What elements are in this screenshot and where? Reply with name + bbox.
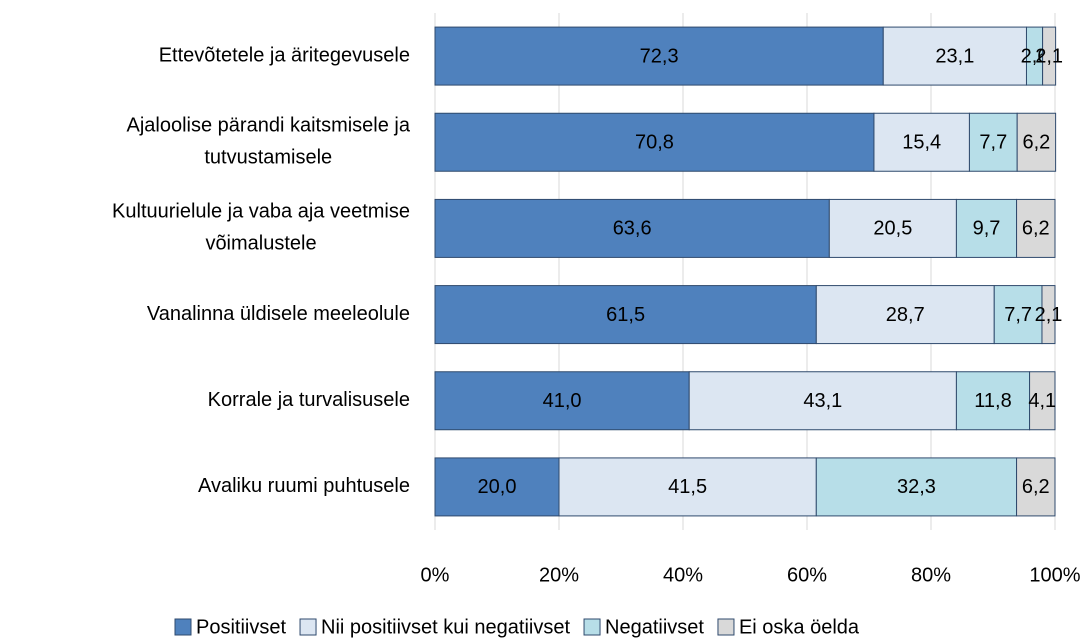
value-label: 32,3 <box>897 476 936 498</box>
category-label: Kultuurielule ja vaba aja veetmise võimal… <box>112 201 410 255</box>
bar-segment <box>955 198 1018 258</box>
x-tick-label: 20% <box>539 564 579 586</box>
value-label: 41,5 <box>668 476 707 498</box>
value-label: 23,1 <box>935 45 974 67</box>
category-label-line: Avaliku ruumi puhtusele <box>198 475 410 497</box>
bar-segment <box>993 285 1043 345</box>
value-label: 63,6 <box>613 218 652 240</box>
category-label: Korrale ja turvalisusele <box>208 389 410 411</box>
value-label: 6,2 <box>1022 132 1050 154</box>
bar-segment <box>558 457 817 517</box>
category-label: Ettevõtetele ja äritegevusele <box>159 44 410 66</box>
value-label: 15,4 <box>902 132 941 154</box>
value-label: 9,7 <box>973 218 1001 240</box>
x-tick-label: 40% <box>663 564 703 586</box>
value-label: 61,5 <box>606 304 645 326</box>
legend-label: Ei oska öelda <box>739 616 860 638</box>
legend-swatch <box>299 618 317 636</box>
value-label: 4,1 <box>1028 390 1056 412</box>
bar-segment <box>1016 198 1056 258</box>
category-label-line: Ajaloolise pärandi kaitsmisele ja <box>127 115 411 137</box>
bar-segment <box>815 285 995 345</box>
value-label: 6,2 <box>1022 476 1050 498</box>
bar-segment <box>434 285 817 345</box>
legend-swatch <box>583 618 601 636</box>
bar-segment <box>968 112 1018 172</box>
value-label: 2,6 <box>1021 45 1049 67</box>
value-label: 70,8 <box>635 132 674 154</box>
value-label: 6,2 <box>1022 218 1050 240</box>
legend-label: Positiivset <box>196 616 286 638</box>
value-label: 72,3 <box>640 45 679 67</box>
value-label: 2,1 <box>1035 304 1063 326</box>
legend-swatch <box>717 618 735 636</box>
bar-segment <box>828 198 957 258</box>
category-label: Vanalinna üldisele meeleolule <box>147 303 410 325</box>
bar-segment <box>434 26 884 86</box>
value-label: 2,1 <box>1035 45 1063 67</box>
value-label: 20,5 <box>873 218 912 240</box>
bar-segment <box>1016 457 1056 517</box>
bar-segment <box>873 112 970 172</box>
bar-segment <box>955 371 1031 431</box>
category-label-line: Vanalinna üldisele meeleolule <box>147 303 410 325</box>
x-tick-label: 100% <box>1029 564 1080 586</box>
bar-segment <box>434 198 830 258</box>
legend-label: Negatiivset <box>605 616 704 638</box>
category-label-line: Korrale ja turvalisusele <box>208 389 410 411</box>
bar-segment <box>1029 371 1056 431</box>
bar-segment <box>434 457 560 517</box>
bar-segment <box>1041 285 1056 345</box>
x-tick-label: 80% <box>911 564 951 586</box>
value-label: 7,7 <box>1004 304 1032 326</box>
bar-segment <box>1042 26 1057 86</box>
value-label: 20,0 <box>478 476 517 498</box>
value-label: 43,1 <box>803 390 842 412</box>
legend-swatch <box>174 618 192 636</box>
value-label: 28,7 <box>886 304 925 326</box>
category-label-line: Ettevõtetele ja äritegevusele <box>159 44 410 66</box>
grid <box>434 13 1056 530</box>
bar-segment <box>688 371 957 431</box>
bar-segment <box>1016 112 1057 172</box>
x-tick-label: 0% <box>421 564 450 586</box>
bar-segment <box>434 112 875 172</box>
value-label: 7,7 <box>979 132 1007 154</box>
category-label-line: tutvustamisele <box>204 147 332 169</box>
bar-segment <box>434 371 690 431</box>
legend: Positiivset Nii positiivset kui negatiivs… <box>174 616 860 638</box>
category-label: Ajaloolise pärandi kaitsmisele ja tutvust… <box>127 115 411 169</box>
value-label: 11,8 <box>974 390 1011 412</box>
bar-segment <box>815 457 1018 517</box>
category-label-line: võimalustele <box>205 233 316 255</box>
category-label: Avaliku ruumi puhtusele <box>198 475 410 497</box>
category-label-line: Kultuurielule ja vaba aja veetmise <box>112 201 410 223</box>
legend-label: Nii positiivset kui negatiivset <box>321 616 570 638</box>
value-label: 41,0 <box>543 390 582 412</box>
x-tick-label: 60% <box>787 564 827 586</box>
